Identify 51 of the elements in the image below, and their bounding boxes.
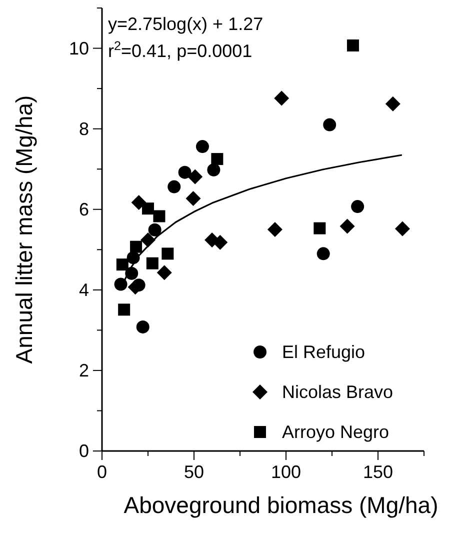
- y-tick-label: 10: [68, 38, 89, 58]
- point: [351, 200, 364, 214]
- point: [188, 169, 203, 184]
- point: [168, 180, 181, 194]
- point: [178, 166, 192, 179]
- point: [140, 232, 156, 248]
- point: [385, 96, 400, 112]
- point: [267, 222, 282, 237]
- y-tick-label: 0: [78, 441, 89, 461]
- point: [132, 278, 146, 292]
- legend-label: Arroyo Negro: [282, 422, 390, 442]
- point: [142, 202, 154, 215]
- point: [196, 140, 209, 154]
- legend-label: Nicolas Bravo: [282, 382, 394, 402]
- point: [274, 90, 290, 106]
- point: [207, 163, 220, 176]
- point: [131, 195, 146, 210]
- point: [114, 278, 128, 291]
- point: [212, 234, 228, 250]
- point: [162, 248, 174, 260]
- x-tick-label: 0: [96, 462, 108, 482]
- x-axis-title: Aboveground biomass (Mg/ha): [124, 492, 438, 518]
- point: [340, 218, 355, 234]
- y-tick-label: 8: [78, 118, 89, 139]
- y-axis-title: Annual litter mass (Mg/ha): [11, 95, 37, 364]
- point: [126, 251, 140, 264]
- point: [125, 266, 138, 280]
- legend-label: El Refugio: [282, 342, 366, 362]
- x-tick-label: 150: [362, 462, 394, 482]
- point: [316, 247, 330, 260]
- point: [314, 222, 326, 234]
- annotation: r$^{2}$=0.41, p=0.0001: [108, 39, 252, 61]
- point: [136, 320, 150, 334]
- y-tick-label: 4: [78, 280, 89, 300]
- point: [153, 210, 166, 222]
- point: [146, 257, 158, 270]
- x-tick-label: 50: [184, 462, 204, 482]
- point: [394, 221, 410, 236]
- point: [118, 304, 130, 316]
- point: [116, 258, 128, 271]
- point: [323, 118, 336, 132]
- x-tick-label: 100: [270, 462, 302, 482]
- point: [148, 223, 162, 236]
- y-tick-label: 2: [78, 360, 89, 380]
- point: [186, 190, 201, 206]
- point: [211, 153, 224, 166]
- y-tick-label: 6: [78, 199, 89, 220]
- annotation: y=2.75log(x) + 1.27: [108, 14, 264, 34]
- point: [156, 265, 172, 280]
- point: [130, 240, 142, 253]
- point: [346, 39, 359, 52]
